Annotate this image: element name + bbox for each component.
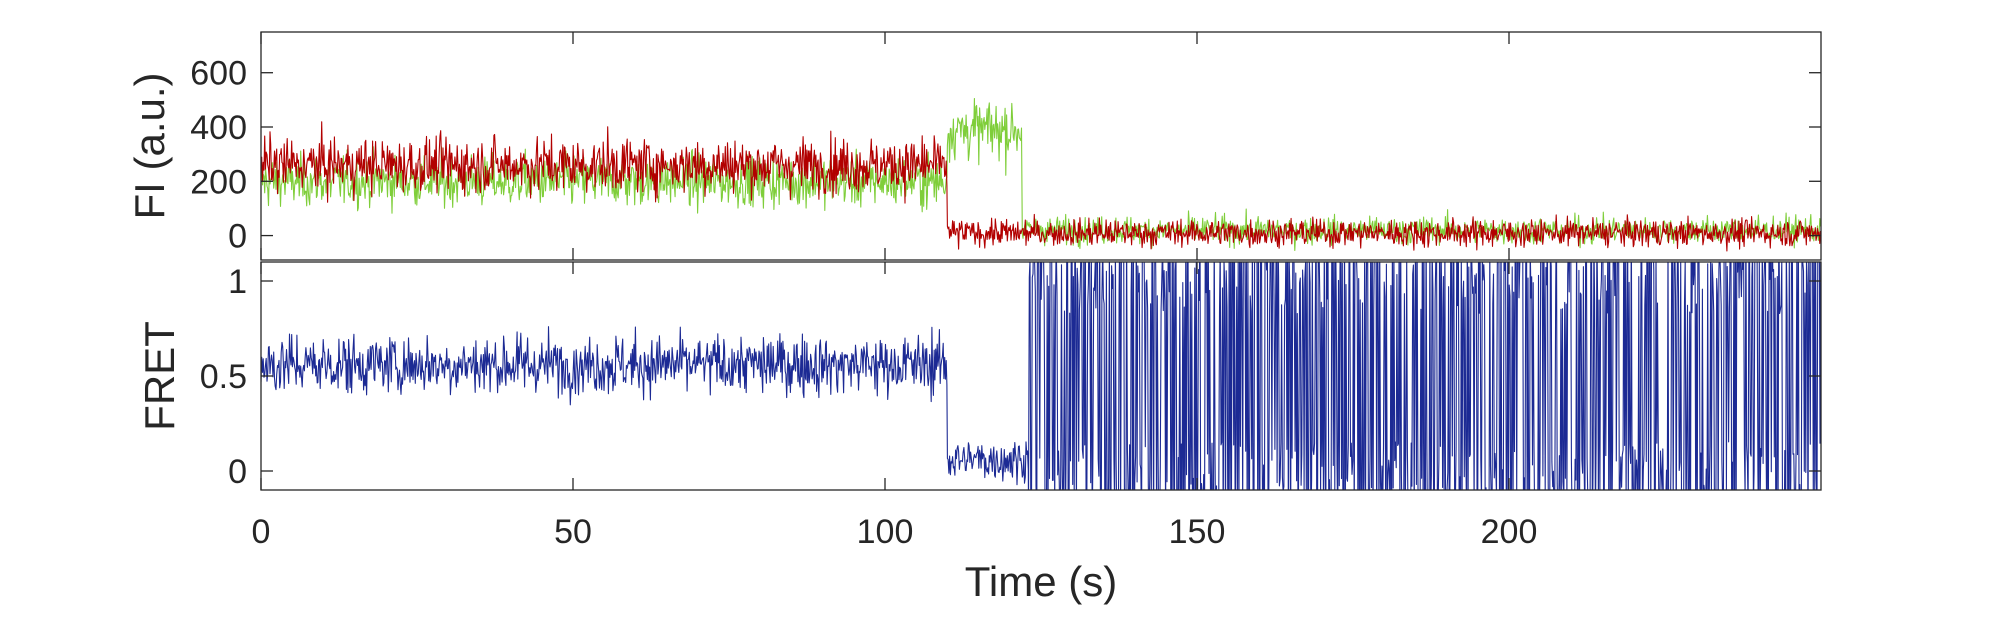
fret-plot-area: [261, 262, 1821, 490]
y-tick-label: 200: [190, 163, 247, 201]
time-x-ticks: 0 50 100 150 200: [252, 513, 1538, 551]
time-x-axis-label: Time (s): [965, 558, 1117, 605]
fret-y-axis-label: FRET: [136, 321, 183, 431]
x-tick-label: 0: [252, 513, 271, 551]
y-tick-label: 600: [190, 55, 247, 93]
y-tick-label: 0.5: [200, 358, 247, 396]
fluorescence-panel: 0 200 400 600 FI (a.u.): [126, 31, 1822, 261]
fluorescence-axes-frame: [260, 31, 1822, 261]
fret-series-0-line: [261, 262, 1821, 490]
x-tick-label: 150: [1169, 513, 1226, 551]
y-tick-label: 0: [228, 218, 247, 256]
x-tick-label: 100: [857, 513, 914, 551]
x-tick-label: 200: [1481, 513, 1538, 551]
y-tick-label: 1: [228, 263, 247, 301]
x-tick-label: 50: [554, 513, 592, 551]
fluorescence-y-ticks: 0 200 400 600: [190, 32, 1821, 260]
fret-panel: 00.51 0 50 100 150 200 FRET Time (s): [136, 261, 1822, 605]
fluorescence-y-axis-label: FI (a.u.): [126, 72, 173, 219]
fret-y-ticks: 00.51: [200, 262, 1821, 491]
fluorescence-plot-area: [261, 97, 1821, 252]
fluorescence-series-1-line: [261, 121, 1821, 252]
y-tick-label: 0: [228, 453, 247, 491]
y-tick-label: 400: [190, 109, 247, 147]
